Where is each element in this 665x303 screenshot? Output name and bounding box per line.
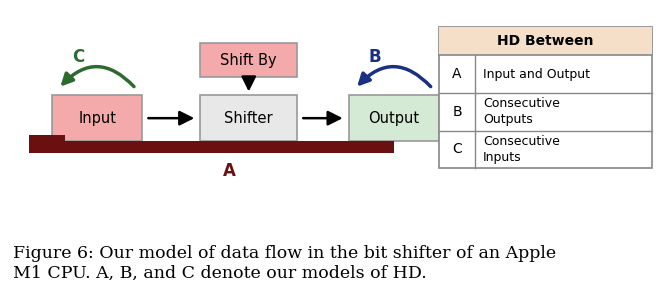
FancyBboxPatch shape — [439, 27, 652, 55]
FancyBboxPatch shape — [200, 95, 297, 141]
Text: Shift By: Shift By — [220, 53, 277, 68]
Text: Output: Output — [368, 111, 420, 126]
Text: Consecutive
Inputs: Consecutive Inputs — [483, 135, 560, 164]
FancyBboxPatch shape — [348, 95, 439, 141]
FancyBboxPatch shape — [439, 27, 652, 168]
Text: B: B — [368, 48, 381, 66]
Text: Consecutive
Outputs: Consecutive Outputs — [483, 97, 560, 126]
Text: A: A — [223, 162, 236, 181]
Text: Shifter: Shifter — [224, 111, 273, 126]
Text: C: C — [72, 48, 84, 66]
Text: Input and Output: Input and Output — [483, 68, 590, 81]
Text: C: C — [452, 142, 462, 156]
FancyBboxPatch shape — [52, 95, 142, 141]
Text: HD Between: HD Between — [497, 34, 594, 48]
FancyBboxPatch shape — [200, 43, 297, 77]
Text: A: A — [452, 67, 462, 81]
Text: B: B — [452, 105, 462, 119]
Text: Input: Input — [78, 111, 116, 126]
FancyBboxPatch shape — [29, 135, 65, 153]
Text: Figure 6: Our model of data flow in the bit shifter of an Apple
M1 CPU. A, B, an: Figure 6: Our model of data flow in the … — [13, 245, 557, 282]
FancyBboxPatch shape — [29, 141, 394, 153]
